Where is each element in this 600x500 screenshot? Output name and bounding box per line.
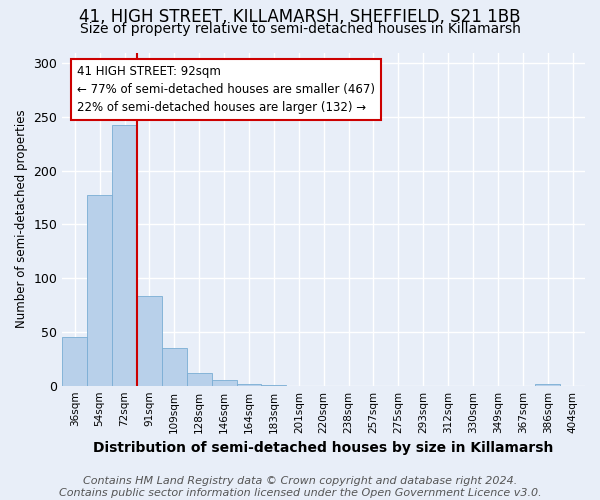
- Bar: [262, 384, 286, 386]
- Y-axis label: Number of semi-detached properties: Number of semi-detached properties: [15, 110, 28, 328]
- Bar: [187, 373, 212, 386]
- Bar: [112, 124, 137, 386]
- Text: Size of property relative to semi-detached houses in Killamarsh: Size of property relative to semi-detach…: [80, 22, 520, 36]
- Text: 41 HIGH STREET: 92sqm
← 77% of semi-detached houses are smaller (467)
22% of sem: 41 HIGH STREET: 92sqm ← 77% of semi-deta…: [77, 66, 375, 114]
- Bar: [212, 380, 236, 386]
- Bar: [62, 338, 87, 386]
- Bar: [236, 384, 262, 386]
- Bar: [87, 196, 112, 386]
- Bar: [162, 348, 187, 386]
- Bar: [535, 384, 560, 386]
- Text: 41, HIGH STREET, KILLAMARSH, SHEFFIELD, S21 1BB: 41, HIGH STREET, KILLAMARSH, SHEFFIELD, …: [79, 8, 521, 26]
- X-axis label: Distribution of semi-detached houses by size in Killamarsh: Distribution of semi-detached houses by …: [94, 441, 554, 455]
- Text: Contains HM Land Registry data © Crown copyright and database right 2024.
Contai: Contains HM Land Registry data © Crown c…: [59, 476, 541, 498]
- Bar: [137, 296, 162, 386]
